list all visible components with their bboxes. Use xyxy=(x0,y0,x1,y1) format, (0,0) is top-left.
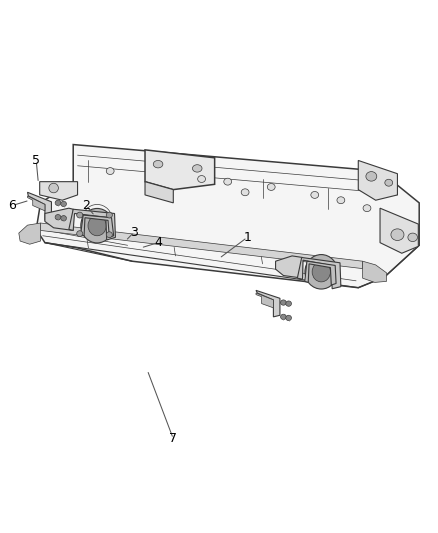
Text: 2: 2 xyxy=(82,199,90,212)
Ellipse shape xyxy=(312,262,330,282)
Text: 3: 3 xyxy=(130,225,138,239)
Ellipse shape xyxy=(192,165,202,172)
Ellipse shape xyxy=(49,183,58,193)
Ellipse shape xyxy=(281,300,286,305)
Ellipse shape xyxy=(408,233,417,241)
Ellipse shape xyxy=(366,172,377,181)
Ellipse shape xyxy=(305,255,338,289)
Ellipse shape xyxy=(106,167,114,174)
Polygon shape xyxy=(81,215,114,237)
Ellipse shape xyxy=(241,189,249,196)
Ellipse shape xyxy=(286,301,291,306)
Ellipse shape xyxy=(106,232,113,238)
Ellipse shape xyxy=(55,200,61,206)
Polygon shape xyxy=(28,192,51,220)
Polygon shape xyxy=(19,223,41,244)
Polygon shape xyxy=(305,261,336,285)
Ellipse shape xyxy=(363,205,371,212)
Polygon shape xyxy=(69,209,116,240)
Polygon shape xyxy=(276,256,303,278)
Ellipse shape xyxy=(77,231,83,237)
Ellipse shape xyxy=(61,201,67,207)
Ellipse shape xyxy=(267,183,275,190)
Ellipse shape xyxy=(106,212,113,218)
Text: 1: 1 xyxy=(244,231,251,244)
Polygon shape xyxy=(45,208,73,230)
Polygon shape xyxy=(41,223,363,269)
Ellipse shape xyxy=(61,216,67,221)
Text: 6: 6 xyxy=(8,199,16,212)
Ellipse shape xyxy=(224,178,232,185)
Polygon shape xyxy=(28,196,45,211)
Polygon shape xyxy=(297,257,341,289)
Ellipse shape xyxy=(337,197,345,204)
Polygon shape xyxy=(40,182,78,200)
Polygon shape xyxy=(358,160,397,200)
Ellipse shape xyxy=(385,179,392,186)
Ellipse shape xyxy=(281,314,286,319)
Polygon shape xyxy=(256,290,280,317)
Text: 5: 5 xyxy=(32,154,40,167)
Ellipse shape xyxy=(198,175,205,182)
Polygon shape xyxy=(380,208,418,253)
Polygon shape xyxy=(256,293,273,308)
Polygon shape xyxy=(145,150,215,190)
Polygon shape xyxy=(363,261,387,282)
Text: 4: 4 xyxy=(154,236,162,249)
Ellipse shape xyxy=(77,212,83,218)
Ellipse shape xyxy=(55,215,61,220)
Polygon shape xyxy=(36,144,419,288)
Ellipse shape xyxy=(153,160,163,168)
Ellipse shape xyxy=(88,216,106,236)
Text: 7: 7 xyxy=(170,432,177,446)
Polygon shape xyxy=(145,182,173,203)
Ellipse shape xyxy=(286,316,291,320)
Ellipse shape xyxy=(391,229,404,240)
Ellipse shape xyxy=(81,208,113,243)
Ellipse shape xyxy=(311,191,319,198)
